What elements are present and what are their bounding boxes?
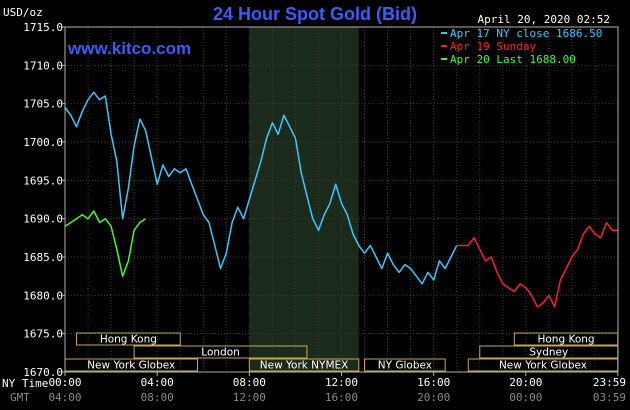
y-tick-label: 1675.0 <box>23 328 63 341</box>
x-axis-ticks: 00:00 04:00 08:00 12:00 16:00 20:00 23:59 04:00… <box>48 372 626 404</box>
chart-title: 24 Hour Spot Gold (Bid) <box>213 4 417 24</box>
y-tick-label: 1710.0 <box>23 59 63 72</box>
london-session-shade <box>249 27 359 372</box>
x-tick-label-gmt: 03:59 <box>593 391 626 404</box>
legend-entry: Apr 17 NY close 1686.50 <box>450 27 602 40</box>
x-tick-label-ny: 08:00 <box>233 376 266 389</box>
series-line <box>64 210 147 277</box>
x-tick-label-gmt: 12:00 <box>233 391 266 404</box>
price-series <box>64 91 618 308</box>
series-line <box>456 221 618 308</box>
x-tick-label-gmt: 00:00 <box>509 391 542 404</box>
y-tick-label: 1695.0 <box>23 174 63 187</box>
legend-entry: Apr 20 Last 1688.00 <box>450 53 576 66</box>
x-axis-label-ny: NY Time <box>2 377 48 390</box>
site-label: www.kitco.com <box>67 39 191 58</box>
datetime-stamp: April 20, 2020 02:52 <box>478 13 610 26</box>
series-line <box>64 91 458 285</box>
session-label: Sydney <box>529 347 568 359</box>
session-box <box>248 358 360 372</box>
y-tick-label: 1685.0 <box>23 251 63 264</box>
x-tick-label-ny: 00:00 <box>48 376 81 389</box>
x-axis-label-gmt: GMT <box>10 391 30 404</box>
x-tick-label-ny: 12:00 <box>325 376 358 389</box>
y-tick-label: 1670.0 <box>23 366 63 379</box>
y-tick-label: 1705.0 <box>23 98 63 111</box>
session-label: New York Globex <box>499 360 587 372</box>
session-label: London <box>201 347 240 359</box>
session-box <box>364 358 446 372</box>
x-tick-label-gmt: 20:00 <box>417 391 450 404</box>
y-axis-ticks: 1715.0 1710.0 1705.0 1700.0 1695.0 1690.0 1685… <box>23 21 65 379</box>
y-tick-label: 1690.0 <box>23 213 63 226</box>
y-tick-label: 1715.0 <box>23 21 63 34</box>
grid-lines <box>64 26 619 373</box>
session-shade-band <box>249 27 359 372</box>
unit-label: USD/oz <box>3 6 43 19</box>
session-label: New York NYMEX <box>260 360 349 372</box>
x-tick-label-ny: 16:00 <box>417 376 450 389</box>
x-tick-label-gmt: 16:00 <box>325 391 358 404</box>
session-box <box>133 345 308 359</box>
x-tick-label-gmt: 04:00 <box>48 391 81 404</box>
x-tick-label-ny: 04:00 <box>141 376 174 389</box>
x-tick-label-ny: 20:00 <box>509 376 542 389</box>
session-label: Hong Kong <box>100 334 157 346</box>
session-label: Hong Kong <box>537 334 594 346</box>
y-tick-label: 1700.0 <box>23 136 63 149</box>
legend-entry: Apr 19 Sunday <box>450 40 536 53</box>
session-box <box>76 332 181 346</box>
session-label: New York Globex <box>87 360 175 372</box>
session-label: NY Globex <box>378 360 432 372</box>
x-tick-label-gmt: 08:00 <box>141 391 174 404</box>
y-tick-label: 1680.0 <box>23 289 63 302</box>
x-tick-label-ny: 23:59 <box>593 376 626 389</box>
